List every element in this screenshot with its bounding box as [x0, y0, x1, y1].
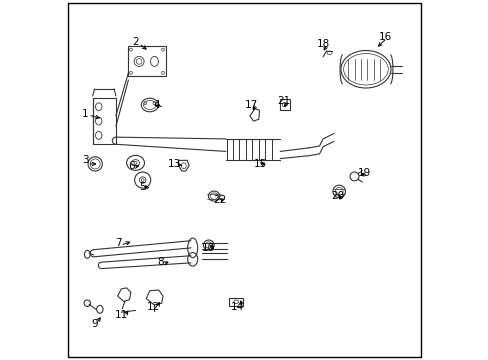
Text: 13: 13: [168, 159, 181, 169]
Bar: [93, 98, 116, 144]
Text: 22: 22: [212, 195, 225, 204]
Text: 15: 15: [253, 159, 266, 169]
Text: 7: 7: [115, 238, 122, 248]
Text: 9: 9: [91, 319, 98, 329]
Text: 16: 16: [378, 32, 391, 42]
Text: 20: 20: [330, 191, 343, 201]
Bar: [229, 298, 243, 306]
Text: 6: 6: [128, 161, 135, 171]
Text: 2: 2: [132, 37, 139, 48]
Text: 10: 10: [202, 243, 215, 253]
Text: 12: 12: [146, 302, 160, 312]
Text: 1: 1: [82, 109, 89, 119]
Text: 19: 19: [357, 168, 370, 178]
Bar: [279, 99, 289, 111]
Text: 5: 5: [139, 182, 146, 192]
Text: 18: 18: [316, 39, 329, 49]
Text: 14: 14: [230, 302, 244, 312]
Text: 17: 17: [244, 100, 258, 110]
Text: 4: 4: [153, 100, 160, 110]
Bar: [128, 46, 165, 76]
Text: 8: 8: [157, 257, 163, 267]
Text: 21: 21: [277, 96, 290, 107]
Text: 11: 11: [114, 310, 128, 320]
Text: 3: 3: [82, 156, 89, 165]
